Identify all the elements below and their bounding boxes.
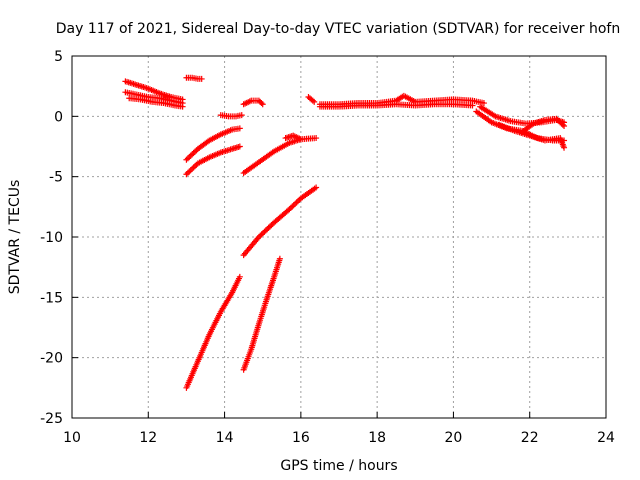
- data-point: [259, 101, 266, 108]
- data-point: [261, 228, 268, 235]
- data-series-arc-c: [126, 95, 186, 110]
- y-axis-label: SDTVAR / TECUs: [7, 180, 23, 295]
- data-point: [265, 224, 272, 231]
- x-tick-label: 16: [292, 430, 310, 446]
- data-point: [262, 227, 269, 234]
- y-tick-label: -15: [40, 290, 63, 306]
- data-point: [187, 167, 194, 174]
- x-tick-label: 12: [139, 430, 157, 446]
- x-axis-label: GPS time / hours: [280, 458, 397, 474]
- data-series-arc-n: [240, 255, 283, 373]
- data-point: [258, 231, 265, 238]
- data-point: [480, 100, 487, 107]
- data-point: [292, 200, 299, 207]
- data-point: [192, 148, 199, 155]
- data-series-arc-j: [282, 132, 304, 143]
- y-tick-label: -5: [49, 170, 63, 186]
- data-point: [255, 234, 262, 240]
- y-tick-label: 5: [54, 49, 63, 65]
- data-series-arc-t: [519, 115, 568, 136]
- data-point: [190, 164, 197, 171]
- x-tick-label: 18: [368, 430, 386, 446]
- data-point: [184, 169, 191, 176]
- data-point: [293, 199, 300, 206]
- data-point: [198, 75, 205, 82]
- data-series-arc-f: [183, 143, 243, 178]
- data-point: [297, 136, 304, 143]
- data-point: [264, 226, 271, 233]
- data-series-arc-a: [122, 78, 186, 103]
- y-tick-label: -10: [40, 230, 63, 246]
- data-point: [260, 230, 267, 237]
- data-point: [258, 100, 265, 107]
- data-point: [179, 103, 186, 110]
- data-point: [561, 144, 568, 151]
- data-point: [311, 98, 318, 105]
- data-point: [189, 151, 196, 158]
- data-series-arc-l: [240, 184, 320, 259]
- data-point: [187, 152, 194, 159]
- grid-layer: [72, 56, 606, 418]
- data-series-arc-e: [183, 125, 243, 163]
- data-point: [276, 255, 283, 262]
- data-point: [189, 165, 196, 172]
- data-series-arc-g: [217, 112, 245, 120]
- data-point: [313, 184, 320, 191]
- data-point: [294, 198, 301, 205]
- y-tick-label: 0: [54, 109, 63, 125]
- data-point: [186, 154, 193, 161]
- data-point: [183, 156, 190, 163]
- data-point: [559, 121, 566, 128]
- data-point: [268, 222, 275, 229]
- data-layer: [122, 74, 568, 391]
- data-point: [236, 143, 243, 150]
- x-tick-label: 20: [445, 430, 463, 446]
- chart-title: Day 117 of 2021, Sidereal Day-to-day VTE…: [56, 21, 620, 37]
- x-tick-label: 10: [63, 430, 81, 446]
- data-point: [469, 102, 476, 109]
- data-point: [238, 112, 245, 119]
- data-point: [236, 273, 243, 280]
- data-point: [257, 232, 264, 239]
- data-point: [184, 155, 191, 162]
- data-point: [561, 122, 568, 129]
- x-tick-label: 22: [521, 430, 539, 446]
- data-point: [289, 203, 296, 210]
- data-point: [190, 149, 197, 156]
- x-tick-label: 24: [597, 430, 615, 446]
- data-series-arc-h: [240, 97, 266, 108]
- data-point: [192, 163, 199, 170]
- y-tick-label: -20: [40, 351, 63, 367]
- data-point: [290, 202, 297, 209]
- data-point: [266, 223, 273, 230]
- data-point: [313, 135, 320, 142]
- tick-layer: 10 12 14 16 18 20 22 24 -25 -20 -15 -10 -5 0 5: [40, 49, 615, 446]
- data-series-arc-i: [240, 135, 320, 177]
- data-point: [236, 125, 243, 132]
- data-series-arc-d: [183, 74, 205, 82]
- data-point: [186, 168, 193, 175]
- y-tick-label: -25: [40, 411, 63, 427]
- data-series-arc-p: [316, 101, 476, 110]
- data-series-arc-k: [305, 94, 318, 105]
- data-series-arc-m: [183, 273, 243, 391]
- x-tick-label: 14: [216, 430, 234, 446]
